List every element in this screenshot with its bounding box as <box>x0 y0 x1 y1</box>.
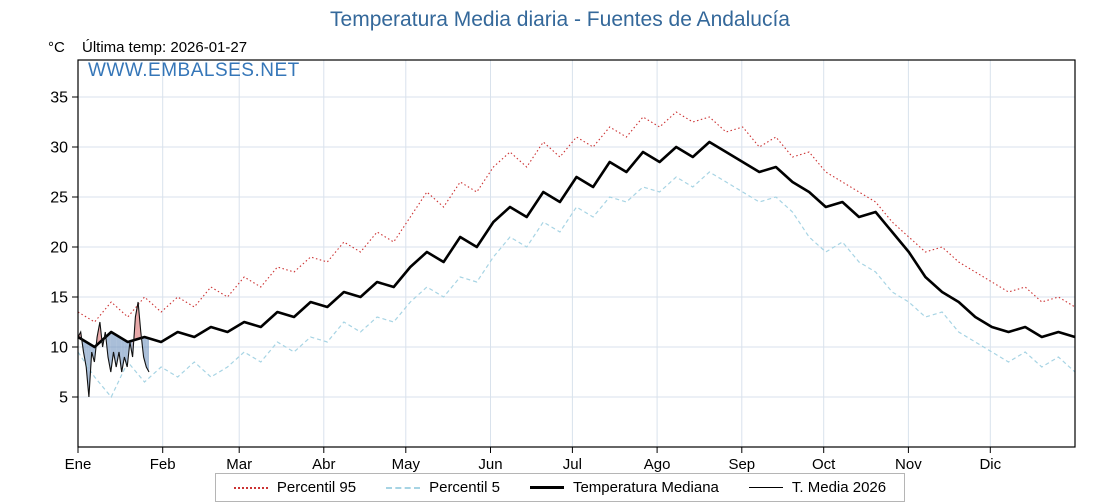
legend-label-percentil95: Percentil 95 <box>276 479 357 496</box>
legend-label-mediana: Temperatura Mediana <box>572 479 719 496</box>
mediana-line-sample-icon <box>529 486 564 489</box>
legend-item-percentil5: Percentil 5 <box>386 479 500 496</box>
svg-text:Jul: Jul <box>563 456 582 473</box>
svg-text:10: 10 <box>50 340 68 357</box>
svg-text:Dic: Dic <box>979 456 1001 473</box>
svg-text:Jun: Jun <box>478 456 502 473</box>
percentil95-line <box>77 111 1076 323</box>
svg-text:20: 20 <box>50 240 68 257</box>
svg-text:30: 30 <box>50 140 68 157</box>
tmedia2026-line-sample-icon <box>748 487 783 488</box>
svg-text:May: May <box>392 456 421 473</box>
svg-text:Abr: Abr <box>312 456 335 473</box>
legend-item-percentil95: Percentil 95 <box>233 479 357 496</box>
temperatura-mediana-line <box>77 140 1076 349</box>
plot-border <box>77 59 1076 448</box>
axis-ticks-and-labels: 5 10 15 20 25 30 35 Ene Feb Mar Abr May Jun Jul Ago Sep… <box>50 90 1001 474</box>
svg-text:Ene: Ene <box>65 456 92 473</box>
legend-item-mediana: Temperatura Mediana <box>529 479 719 496</box>
plot-background <box>78 60 1075 447</box>
svg-text:35: 35 <box>50 90 68 107</box>
percentil95-line-sample-icon <box>233 486 268 489</box>
tmedia2026-line <box>77 301 150 398</box>
svg-text:5: 5 <box>59 390 68 407</box>
svg-text:Oct: Oct <box>812 456 836 473</box>
y-axis-unit-label: °C <box>48 39 65 56</box>
legend: Percentil 95 Percentil 5 Temperatura Med… <box>0 473 1120 502</box>
last-temp-label: Última temp: 2026-01-27 <box>82 39 248 56</box>
svg-text:15: 15 <box>50 290 68 307</box>
temperature-chart-svg: 5 10 15 20 25 30 35 Ene Feb Mar Abr May Jun Jul Ago Sep… <box>50 59 1076 474</box>
legend-item-tmedia2026: T. Media 2026 <box>748 479 887 496</box>
watermark-text: WWW.EMBALSES.NET <box>88 60 300 81</box>
page-title: Temperatura Media diaria - Fuentes de An… <box>330 8 790 31</box>
svg-text:25: 25 <box>50 190 68 207</box>
legend-label-percentil5: Percentil 5 <box>429 479 500 496</box>
svg-text:Ago: Ago <box>644 456 671 473</box>
legend-label-tmedia2026: T. Media 2026 <box>791 479 887 496</box>
svg-text:Mar: Mar <box>226 456 252 473</box>
legend-box: Percentil 95 Percentil 5 Temperatura Med… <box>214 473 906 502</box>
temperature-plot: 5 10 15 20 25 30 35 Ene Feb Mar Abr May Jun Jul Ago Sep… <box>0 52 1120 477</box>
svg-text:Sep: Sep <box>728 456 755 473</box>
percentil5-line-sample-icon <box>386 486 421 489</box>
svg-text:Nov: Nov <box>895 456 922 473</box>
svg-text:Feb: Feb <box>150 456 176 473</box>
